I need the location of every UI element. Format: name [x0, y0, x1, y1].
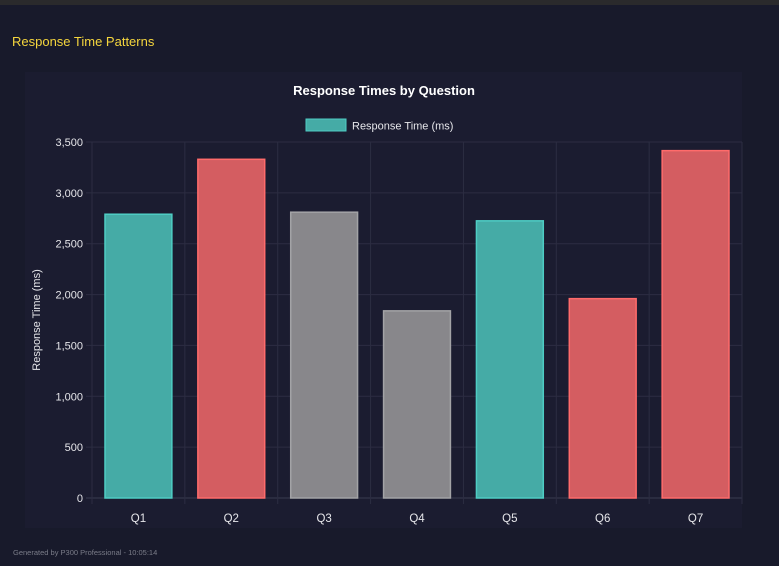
y-tick-label: 0	[77, 493, 83, 505]
legend-label: Response Time (ms)	[352, 121, 453, 133]
bar-q1	[104, 213, 173, 499]
legend-swatch	[305, 118, 347, 132]
x-tick-label: Q3	[316, 513, 331, 525]
y-tick-label: 1,500	[55, 340, 83, 352]
bar-q5	[475, 220, 545, 499]
x-tick-label: Q7	[688, 513, 703, 525]
bar-q2	[197, 158, 266, 499]
x-tick-label: Q6	[595, 513, 610, 525]
bar-q6	[568, 297, 637, 499]
chart-title: Response Times by Question	[293, 83, 475, 98]
window-top-bar	[0, 0, 779, 5]
bar-q3	[289, 211, 359, 499]
bar-q4	[382, 310, 452, 499]
y-tick-label: 1,000	[55, 391, 83, 403]
y-tick-label: 3,000	[55, 188, 83, 200]
y-axis-label: Response Time (ms)	[31, 269, 43, 370]
x-tick-label: Q1	[131, 513, 146, 525]
x-tick-label: Q4	[409, 513, 425, 525]
y-tick-label: 500	[65, 442, 83, 454]
section-title: Response Time Patterns	[12, 34, 155, 49]
x-tick-label: Q2	[224, 513, 239, 525]
x-tick-label: Q5	[502, 513, 517, 525]
y-tick-label: 2,500	[55, 239, 83, 251]
bar-q7	[661, 149, 730, 499]
footer-text: Generated by P300 Professional - 10:05:1…	[13, 548, 158, 557]
y-tick-label: 2,000	[55, 290, 83, 302]
y-tick-label: 3,500	[55, 137, 83, 149]
